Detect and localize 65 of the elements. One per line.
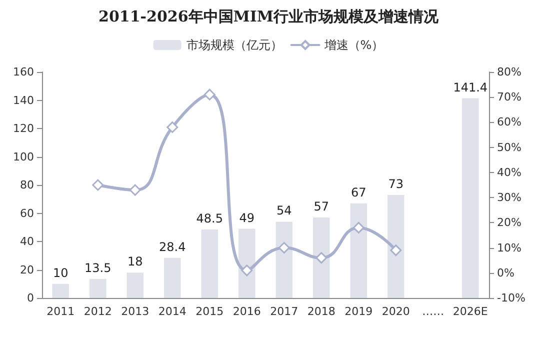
x-tick-label: 2019: [344, 305, 373, 318]
x-tick-label: 2013: [121, 305, 150, 318]
x-tick-label: 2018: [307, 305, 336, 318]
bar: [312, 217, 330, 298]
x-tick-label: 2011: [46, 305, 75, 318]
x-tick-label: 2016: [232, 305, 261, 318]
point: [166, 121, 178, 133]
point: [390, 244, 402, 256]
point: [316, 252, 328, 264]
data-label: 67: [350, 185, 366, 200]
y-tick-label: 120: [13, 122, 34, 135]
y2-tick-label: 50%: [497, 140, 522, 154]
x-tick-label: 2017: [270, 305, 298, 318]
y-tick-label: 160: [13, 66, 34, 78]
point: [92, 179, 104, 191]
bar: [52, 284, 70, 298]
bar: [164, 258, 181, 298]
y2-tick-label: 70%: [497, 90, 522, 104]
bar: [89, 278, 106, 298]
bar: [276, 222, 293, 298]
point: [129, 184, 141, 196]
data-label: 141.4: [453, 80, 488, 94]
legend-label: 增速（%）: [323, 38, 384, 52]
y2-tick-label: 60%: [497, 116, 522, 129]
data-label: 48.5: [196, 211, 223, 226]
y2-tick-label: 40%: [497, 166, 522, 179]
point: [352, 222, 364, 234]
y2-tick-label: 80%: [497, 66, 522, 78]
y-tick-label: 80: [20, 178, 34, 192]
y-tick-label: 60: [20, 206, 34, 220]
data-label: 10: [52, 266, 68, 280]
y2-tick-label: 0%: [497, 266, 514, 280]
legend-label: 市场规模（亿元）: [186, 38, 282, 52]
data-label: 28.4: [159, 240, 186, 254]
y-tick-label: 40: [20, 235, 34, 248]
bar: [462, 98, 479, 298]
bar: [126, 272, 144, 298]
bar: [238, 228, 256, 298]
x-tick-label: 2020: [382, 305, 410, 318]
bar: [201, 229, 218, 298]
y2-tick-label: 30%: [497, 191, 522, 204]
x-tick-label: ……: [422, 305, 444, 318]
data-label: 13.5: [84, 260, 112, 275]
y-tick-label: 20: [20, 263, 34, 276]
bar: [387, 194, 404, 298]
point: [241, 264, 253, 276]
x-tick-label: 2026E: [452, 305, 488, 318]
data-label: 18: [127, 254, 143, 269]
y-tick-label: 0: [27, 292, 34, 304]
data-label: 73: [388, 176, 404, 191]
y2-tick-label: 10%: [497, 241, 522, 254]
y-tick-label: 140: [13, 94, 34, 107]
x-tick-label: 2014: [158, 305, 186, 318]
point: [204, 88, 216, 100]
point: [278, 242, 290, 254]
data-label: 57: [314, 199, 330, 214]
y2-tick-label: 20%: [497, 216, 522, 230]
x-tick-label: 2015: [196, 305, 224, 318]
y2-tick-label: -10%: [497, 292, 526, 304]
data-label: 54: [276, 204, 292, 218]
x-tick-label: 2012: [84, 305, 112, 318]
data-label: 49: [239, 210, 255, 225]
y-tick-label: 100: [13, 150, 34, 164]
bar: [350, 203, 368, 298]
chart-title: 2011-2026年中国MIM行业市场规模及增速情况: [98, 8, 440, 26]
